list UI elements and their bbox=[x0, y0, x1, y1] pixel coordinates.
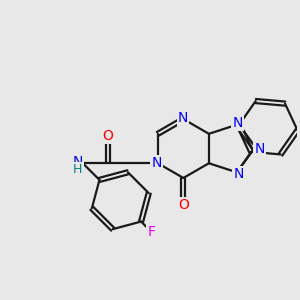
Text: O: O bbox=[178, 198, 189, 212]
Text: O: O bbox=[102, 129, 113, 143]
Text: N: N bbox=[233, 167, 244, 181]
Text: N: N bbox=[151, 156, 162, 170]
Text: N: N bbox=[254, 142, 265, 155]
Text: N: N bbox=[72, 155, 83, 170]
Text: N: N bbox=[178, 111, 188, 124]
Text: F: F bbox=[148, 225, 155, 239]
Text: N: N bbox=[232, 116, 243, 130]
Text: H: H bbox=[73, 163, 82, 176]
